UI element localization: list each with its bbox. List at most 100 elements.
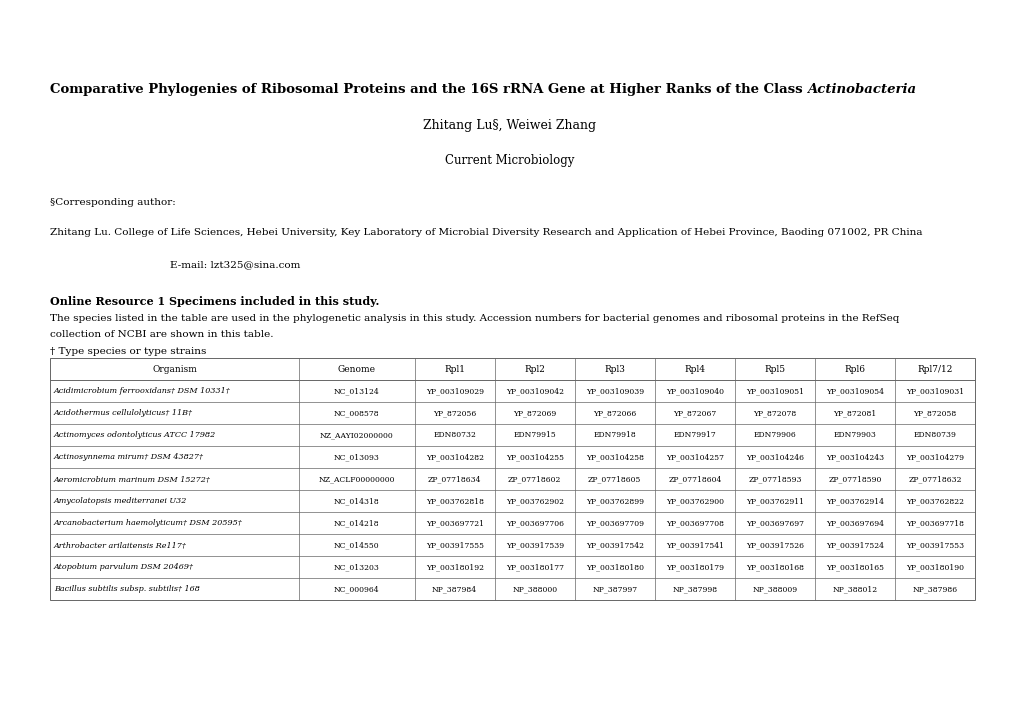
Text: EDN79915: EDN79915 bbox=[513, 431, 555, 439]
Text: YP_872069: YP_872069 bbox=[513, 409, 555, 417]
Text: ZP_07718593: ZP_07718593 bbox=[747, 475, 801, 483]
Text: NP_387984: NP_387984 bbox=[432, 585, 477, 593]
Text: YP_872056: YP_872056 bbox=[433, 409, 476, 417]
Text: NC_013093: NC_013093 bbox=[333, 453, 379, 461]
Text: YP_003697706: YP_003697706 bbox=[505, 519, 564, 527]
Text: Bacillus subtilis subsp. subtilis† 168: Bacillus subtilis subsp. subtilis† 168 bbox=[54, 585, 200, 593]
Text: YP_003180177: YP_003180177 bbox=[505, 563, 564, 571]
Text: YP_003109042: YP_003109042 bbox=[505, 387, 564, 395]
Text: YP_003697694: YP_003697694 bbox=[825, 519, 883, 527]
Text: YP_003697718: YP_003697718 bbox=[905, 519, 963, 527]
Text: YP_003762822: YP_003762822 bbox=[905, 497, 963, 505]
Text: NC_014218: NC_014218 bbox=[333, 519, 379, 527]
Text: E-mail: lzt325@sina.com: E-mail: lzt325@sina.com bbox=[170, 260, 300, 269]
Text: YP_003762902: YP_003762902 bbox=[505, 497, 564, 505]
Text: EDN79903: EDN79903 bbox=[833, 431, 875, 439]
Text: YP_003109031: YP_003109031 bbox=[905, 387, 963, 395]
Text: NC_013203: NC_013203 bbox=[333, 563, 379, 571]
Text: YP_003697709: YP_003697709 bbox=[585, 519, 643, 527]
Text: NC_008578: NC_008578 bbox=[333, 409, 379, 417]
Text: YP_003104243: YP_003104243 bbox=[825, 453, 883, 461]
Text: NZ_ACLF00000000: NZ_ACLF00000000 bbox=[318, 475, 394, 483]
Text: Rpl2: Rpl2 bbox=[524, 364, 544, 374]
Text: YP_872058: YP_872058 bbox=[912, 409, 956, 417]
Text: ZP_07718632: ZP_07718632 bbox=[907, 475, 961, 483]
Text: NP_387997: NP_387997 bbox=[592, 585, 637, 593]
Text: YP_003697708: YP_003697708 bbox=[665, 519, 723, 527]
Text: YP_003762911: YP_003762911 bbox=[745, 497, 803, 505]
Text: YP_003917524: YP_003917524 bbox=[825, 541, 883, 549]
Text: Rpl5: Rpl5 bbox=[763, 364, 785, 374]
Text: YP_872081: YP_872081 bbox=[833, 409, 875, 417]
Text: Rpl1: Rpl1 bbox=[443, 364, 465, 374]
Text: NC_014550: NC_014550 bbox=[333, 541, 379, 549]
Text: Arthrobacter arilaitensis Re117†: Arthrobacter arilaitensis Re117† bbox=[54, 541, 186, 549]
Text: ZP_07718602: ZP_07718602 bbox=[507, 475, 560, 483]
Text: YP_003180168: YP_003180168 bbox=[745, 563, 803, 571]
Text: Rpl7/12: Rpl7/12 bbox=[916, 364, 952, 374]
Text: NP_388000: NP_388000 bbox=[512, 585, 556, 593]
Text: YP_003180180: YP_003180180 bbox=[585, 563, 643, 571]
Text: YP_003104258: YP_003104258 bbox=[585, 453, 643, 461]
Text: EDN79906: EDN79906 bbox=[753, 431, 796, 439]
Text: YP_003180165: YP_003180165 bbox=[825, 563, 883, 571]
Text: NC_014318: NC_014318 bbox=[333, 497, 379, 505]
Text: YP_003697697: YP_003697697 bbox=[745, 519, 803, 527]
Text: Comparative Phylogenies of Ribosomal Proteins and the 16S rRNA Gene at Higher Ra: Comparative Phylogenies of Ribosomal Pro… bbox=[50, 83, 806, 96]
Text: YP_003762900: YP_003762900 bbox=[665, 497, 723, 505]
Text: Acidimicrobium ferrooxidans† DSM 10331†: Acidimicrobium ferrooxidans† DSM 10331† bbox=[54, 387, 230, 395]
Text: YP_003917526: YP_003917526 bbox=[745, 541, 803, 549]
Text: YP_003180192: YP_003180192 bbox=[425, 563, 483, 571]
Text: YP_003917539: YP_003917539 bbox=[505, 541, 564, 549]
Text: Atopobium parvulum DSM 20469†: Atopobium parvulum DSM 20469† bbox=[54, 563, 194, 571]
Text: Actinosynnema mirum† DSM 43827†: Actinosynnema mirum† DSM 43827† bbox=[54, 453, 204, 461]
Text: ZP_07718604: ZP_07718604 bbox=[667, 475, 720, 483]
Text: YP_003104279: YP_003104279 bbox=[905, 453, 963, 461]
Text: §Corresponding author:: §Corresponding author: bbox=[50, 198, 175, 207]
Text: Acidothermus cellulolyticus† 11B†: Acidothermus cellulolyticus† 11B† bbox=[54, 409, 193, 417]
Text: YP_003917541: YP_003917541 bbox=[665, 541, 723, 549]
Text: ZP_07718605: ZP_07718605 bbox=[588, 475, 641, 483]
Text: YP_003104255: YP_003104255 bbox=[505, 453, 564, 461]
Text: YP_003109054: YP_003109054 bbox=[825, 387, 883, 395]
Text: NP_387998: NP_387998 bbox=[672, 585, 716, 593]
Text: YP_003109051: YP_003109051 bbox=[745, 387, 803, 395]
Text: YP_003762818: YP_003762818 bbox=[425, 497, 483, 505]
Text: Current Microbiology: Current Microbiology bbox=[445, 154, 574, 167]
Text: YP_003180179: YP_003180179 bbox=[665, 563, 723, 571]
Text: YP_872066: YP_872066 bbox=[593, 409, 636, 417]
Text: YP_003109039: YP_003109039 bbox=[585, 387, 643, 395]
Text: NP_388009: NP_388009 bbox=[752, 585, 797, 593]
Text: Amycolatopsis mediterranei U32: Amycolatopsis mediterranei U32 bbox=[54, 497, 187, 505]
Text: † Type species or type strains: † Type species or type strains bbox=[50, 347, 206, 356]
Text: NP_387986: NP_387986 bbox=[912, 585, 957, 593]
Text: Arcanobacterium haemolyticum† DSM 20595†: Arcanobacterium haemolyticum† DSM 20595† bbox=[54, 519, 243, 527]
Text: Rpl3: Rpl3 bbox=[603, 364, 625, 374]
Text: EDN79917: EDN79917 bbox=[673, 431, 715, 439]
Text: Genome: Genome bbox=[337, 364, 375, 374]
Text: YP_003917553: YP_003917553 bbox=[905, 541, 963, 549]
Text: YP_003109040: YP_003109040 bbox=[665, 387, 723, 395]
Text: YP_003917542: YP_003917542 bbox=[585, 541, 643, 549]
Text: YP_003104257: YP_003104257 bbox=[665, 453, 723, 461]
Text: EDN79918: EDN79918 bbox=[593, 431, 636, 439]
Text: NC_000964: NC_000964 bbox=[333, 585, 379, 593]
Bar bbox=[50, 358, 974, 600]
Text: YP_003109029: YP_003109029 bbox=[425, 387, 483, 395]
Text: EDN80739: EDN80739 bbox=[913, 431, 956, 439]
Text: Actinomyces odontolyticus ATCC 17982: Actinomyces odontolyticus ATCC 17982 bbox=[54, 431, 216, 439]
Text: YP_003180190: YP_003180190 bbox=[905, 563, 963, 571]
Text: YP_872067: YP_872067 bbox=[673, 409, 715, 417]
Text: Aeromicrobium marinum DSM 15272†: Aeromicrobium marinum DSM 15272† bbox=[54, 475, 211, 483]
Text: YP_003104282: YP_003104282 bbox=[425, 453, 483, 461]
Text: YP_003762899: YP_003762899 bbox=[585, 497, 643, 505]
Text: YP_003697721: YP_003697721 bbox=[425, 519, 483, 527]
Text: NP_388012: NP_388012 bbox=[832, 585, 876, 593]
Text: Rpl6: Rpl6 bbox=[844, 364, 864, 374]
Text: Zhitang Lu§, Weiwei Zhang: Zhitang Lu§, Weiwei Zhang bbox=[423, 119, 596, 132]
Text: Actinobacteria: Actinobacteria bbox=[806, 83, 915, 96]
Text: EDN80732: EDN80732 bbox=[433, 431, 476, 439]
Text: Rpl4: Rpl4 bbox=[684, 364, 705, 374]
Text: Organism: Organism bbox=[152, 364, 197, 374]
Text: Zhitang Lu. College of Life Sciences, Hebei University, Key Laboratory of Microb: Zhitang Lu. College of Life Sciences, He… bbox=[50, 228, 921, 237]
